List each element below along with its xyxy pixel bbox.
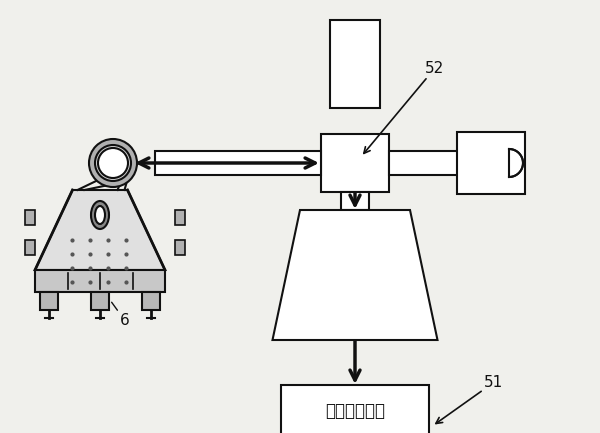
Bar	[25, 210, 35, 225]
Bar	[25, 240, 35, 255]
Circle shape	[89, 139, 137, 187]
Bar	[330, 20, 380, 108]
Bar	[321, 134, 389, 192]
Bar	[91, 292, 109, 310]
Circle shape	[95, 145, 131, 181]
Polygon shape	[509, 149, 523, 177]
Bar	[281, 385, 429, 433]
Bar	[457, 132, 525, 194]
Text: 6: 6	[112, 302, 130, 328]
Bar	[175, 210, 185, 225]
Bar	[40, 292, 58, 310]
Polygon shape	[35, 190, 165, 270]
Text: 地面液壑泵站: 地面液壑泵站	[325, 402, 385, 420]
Bar	[389, 151, 509, 175]
Bar	[175, 240, 185, 255]
Circle shape	[98, 148, 128, 178]
Ellipse shape	[91, 201, 109, 229]
Text: 51: 51	[436, 375, 503, 423]
Bar	[142, 292, 160, 310]
Text: 52: 52	[364, 61, 444, 153]
Bar	[341, 192, 369, 210]
Bar	[155, 151, 321, 175]
Ellipse shape	[95, 206, 105, 224]
Polygon shape	[272, 210, 437, 340]
Bar	[35, 270, 165, 292]
